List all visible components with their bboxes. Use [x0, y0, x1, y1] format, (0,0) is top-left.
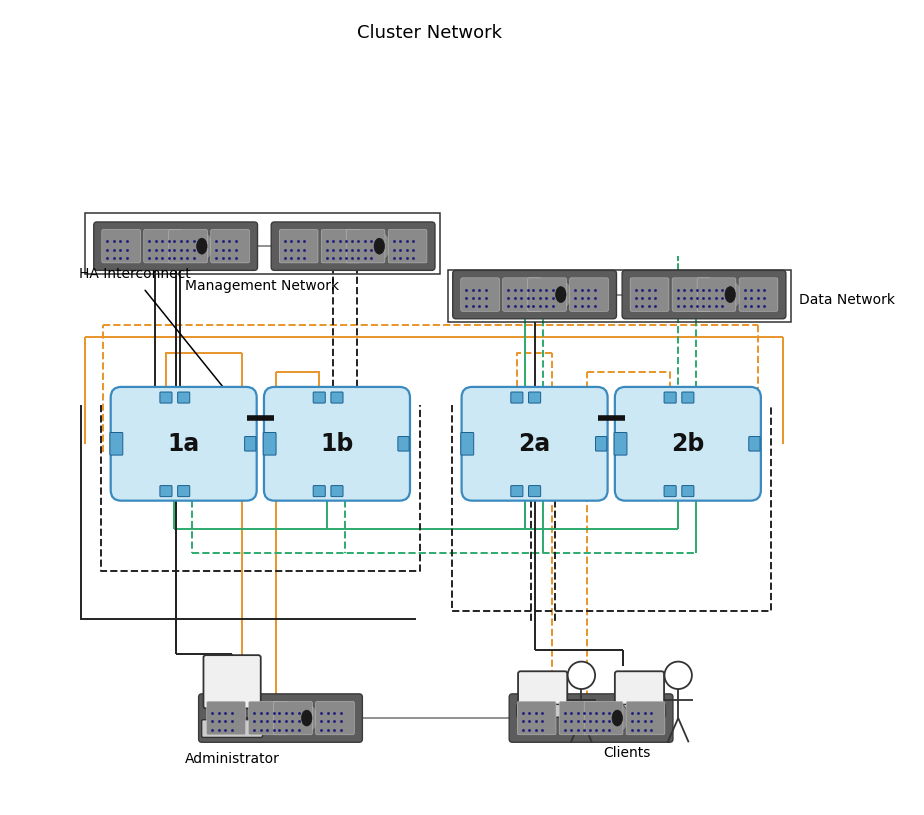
Ellipse shape: [555, 287, 566, 302]
FancyBboxPatch shape: [528, 278, 566, 311]
FancyBboxPatch shape: [160, 486, 172, 496]
FancyBboxPatch shape: [211, 230, 249, 263]
FancyBboxPatch shape: [453, 271, 616, 319]
FancyBboxPatch shape: [529, 486, 541, 496]
FancyBboxPatch shape: [630, 278, 669, 311]
FancyBboxPatch shape: [144, 230, 183, 263]
Text: HA Interconnect: HA Interconnect: [79, 267, 190, 281]
FancyBboxPatch shape: [245, 437, 256, 451]
FancyBboxPatch shape: [595, 437, 607, 451]
FancyBboxPatch shape: [614, 672, 664, 710]
FancyBboxPatch shape: [160, 392, 172, 403]
FancyBboxPatch shape: [503, 278, 541, 311]
Ellipse shape: [719, 280, 741, 310]
FancyBboxPatch shape: [664, 392, 676, 403]
FancyBboxPatch shape: [672, 278, 711, 311]
Text: 1a: 1a: [167, 432, 200, 456]
FancyBboxPatch shape: [511, 486, 523, 496]
Bar: [85, 213, 440, 274]
FancyBboxPatch shape: [584, 702, 623, 735]
FancyBboxPatch shape: [313, 392, 325, 403]
FancyBboxPatch shape: [462, 387, 608, 500]
FancyBboxPatch shape: [201, 720, 262, 738]
FancyBboxPatch shape: [398, 437, 409, 451]
FancyBboxPatch shape: [110, 433, 123, 455]
Bar: [448, 270, 791, 322]
Ellipse shape: [612, 710, 623, 726]
Ellipse shape: [301, 710, 312, 726]
Ellipse shape: [725, 287, 736, 302]
FancyBboxPatch shape: [388, 230, 427, 263]
FancyBboxPatch shape: [517, 704, 568, 717]
FancyBboxPatch shape: [518, 672, 567, 710]
FancyBboxPatch shape: [622, 271, 786, 319]
Ellipse shape: [606, 703, 628, 734]
Text: 2a: 2a: [518, 432, 551, 456]
FancyBboxPatch shape: [748, 437, 760, 451]
FancyBboxPatch shape: [199, 694, 362, 742]
FancyBboxPatch shape: [313, 486, 325, 496]
FancyBboxPatch shape: [511, 392, 523, 403]
Text: Administrator: Administrator: [185, 752, 280, 766]
Ellipse shape: [296, 703, 318, 734]
FancyBboxPatch shape: [682, 486, 694, 496]
FancyBboxPatch shape: [322, 230, 360, 263]
FancyBboxPatch shape: [177, 486, 189, 496]
FancyBboxPatch shape: [316, 702, 354, 735]
Text: Clients: Clients: [603, 747, 651, 760]
FancyBboxPatch shape: [697, 278, 736, 311]
Text: Cluster Network: Cluster Network: [358, 24, 503, 42]
Circle shape: [664, 662, 692, 689]
FancyBboxPatch shape: [111, 387, 257, 500]
FancyBboxPatch shape: [331, 392, 343, 403]
FancyBboxPatch shape: [614, 704, 665, 717]
Text: 2b: 2b: [671, 432, 705, 456]
FancyBboxPatch shape: [461, 433, 474, 455]
FancyBboxPatch shape: [264, 387, 410, 500]
FancyBboxPatch shape: [177, 392, 189, 403]
FancyBboxPatch shape: [279, 230, 318, 263]
FancyBboxPatch shape: [509, 694, 673, 742]
Ellipse shape: [550, 280, 572, 310]
Text: Data Network: Data Network: [798, 293, 894, 307]
FancyBboxPatch shape: [529, 392, 541, 403]
Circle shape: [567, 662, 595, 689]
FancyBboxPatch shape: [614, 387, 760, 500]
FancyBboxPatch shape: [559, 702, 598, 735]
Text: 1b: 1b: [321, 432, 354, 456]
FancyBboxPatch shape: [517, 702, 556, 735]
FancyBboxPatch shape: [263, 433, 276, 455]
FancyBboxPatch shape: [570, 278, 608, 311]
FancyBboxPatch shape: [274, 702, 312, 735]
FancyBboxPatch shape: [682, 392, 694, 403]
FancyBboxPatch shape: [626, 702, 665, 735]
FancyBboxPatch shape: [272, 222, 435, 271]
FancyBboxPatch shape: [614, 433, 627, 455]
FancyBboxPatch shape: [102, 230, 140, 263]
FancyBboxPatch shape: [346, 230, 385, 263]
Ellipse shape: [190, 231, 213, 262]
FancyBboxPatch shape: [331, 486, 343, 496]
FancyBboxPatch shape: [249, 702, 287, 735]
FancyBboxPatch shape: [207, 702, 246, 735]
FancyBboxPatch shape: [169, 230, 208, 263]
FancyBboxPatch shape: [203, 655, 261, 708]
Ellipse shape: [368, 231, 391, 262]
FancyBboxPatch shape: [461, 278, 500, 311]
FancyBboxPatch shape: [739, 278, 778, 311]
FancyBboxPatch shape: [664, 486, 676, 496]
FancyBboxPatch shape: [93, 222, 258, 271]
Text: Management Network: Management Network: [186, 280, 339, 293]
Ellipse shape: [197, 238, 207, 254]
Ellipse shape: [374, 238, 384, 254]
